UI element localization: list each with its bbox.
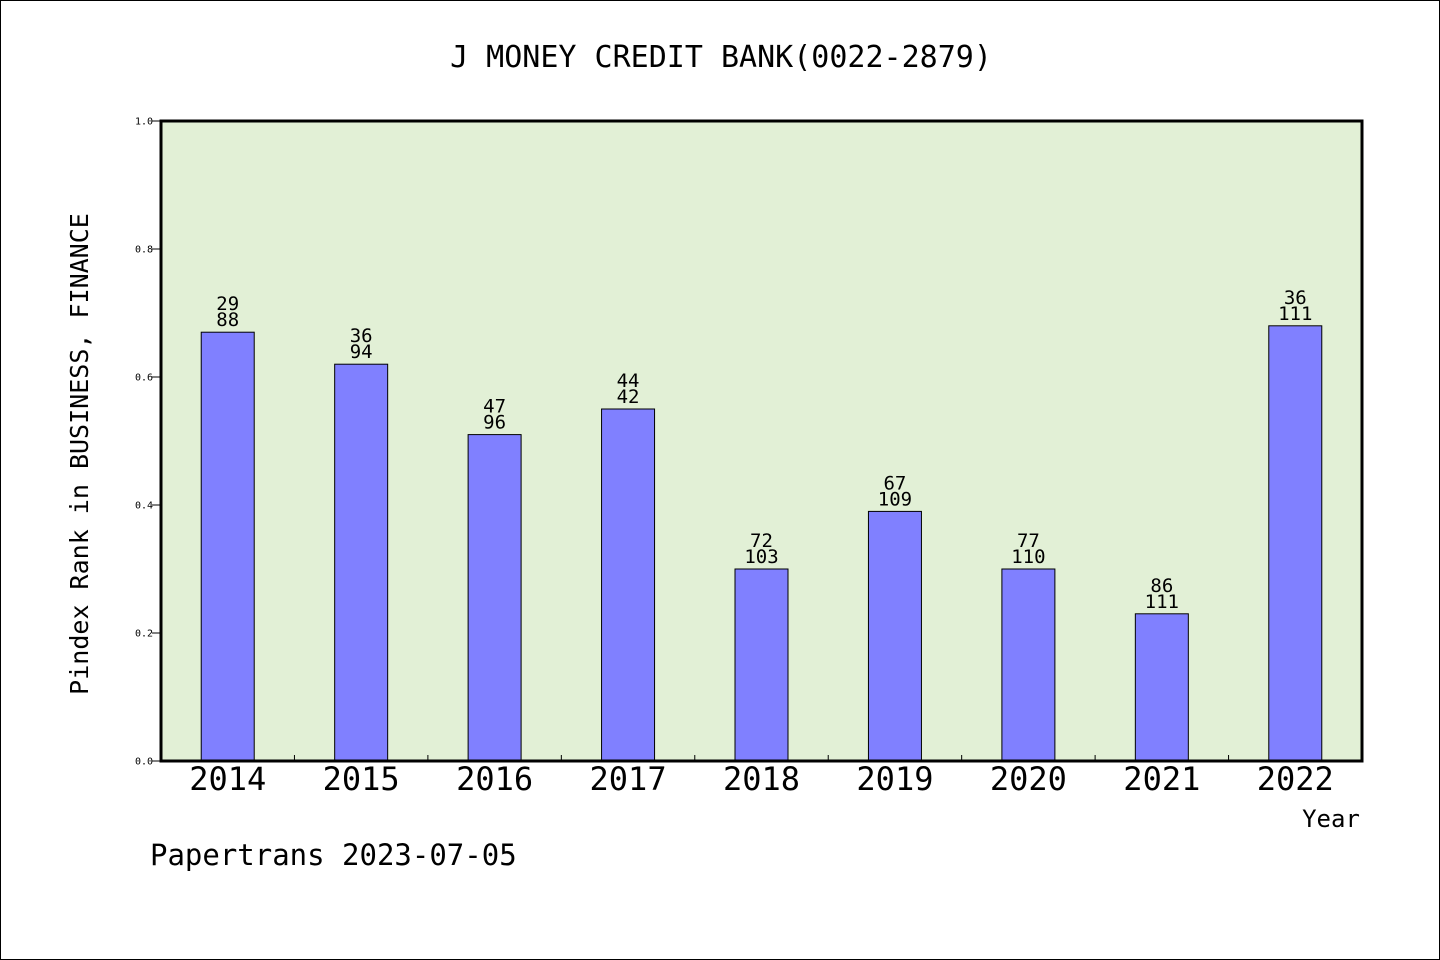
bar-label-bottom: 94 xyxy=(350,341,373,363)
y-tick-label: 0.4 xyxy=(135,501,153,512)
bar-label-bottom: 88 xyxy=(216,309,239,331)
y-tick-label: 0.8 xyxy=(135,245,153,256)
bar xyxy=(1134,613,1189,762)
x-tick-label: 2017 xyxy=(590,760,667,798)
bar xyxy=(200,331,255,762)
bar-label-top: 29 xyxy=(216,293,239,315)
data-labels: 2988369447964442721036710977110861113611… xyxy=(216,287,1312,613)
x-tick-label: 2018 xyxy=(723,760,800,798)
y-tick-label: 0.2 xyxy=(135,629,153,640)
y-tick-label: 1.0 xyxy=(135,117,153,128)
x-tick-label: 2021 xyxy=(1123,760,1200,798)
bar-label-bottom: 96 xyxy=(483,412,506,434)
bar-label-top: 67 xyxy=(883,472,906,494)
bar xyxy=(1268,325,1323,762)
bar xyxy=(334,363,389,762)
bar-label-top: 47 xyxy=(483,396,506,418)
bar xyxy=(601,408,656,762)
x-tick-label: 2014 xyxy=(189,760,266,798)
x-tick-label: 2016 xyxy=(456,760,533,798)
y-tick-label: 0.0 xyxy=(135,757,153,768)
bar-label-top: 77 xyxy=(1017,530,1040,552)
bar-label-bottom: 111 xyxy=(1278,303,1312,325)
chart-title: J MONEY CREDIT BANK(0022-2879) xyxy=(450,40,992,75)
bar xyxy=(467,434,522,762)
x-tick-label: 2020 xyxy=(990,760,1067,798)
bar-label-top: 72 xyxy=(750,530,773,552)
bar-label-bottom: 110 xyxy=(1011,546,1045,568)
bar-label-top: 36 xyxy=(1284,287,1307,309)
bar-label-top: 86 xyxy=(1150,575,1173,597)
x-tick-label: 2022 xyxy=(1257,760,1334,798)
y-axis: 0.0 0.2 0.4 0.6 0.8 1.0 xyxy=(135,117,161,768)
x-axis-label: Year xyxy=(1302,805,1360,833)
y-tick-label: 0.6 xyxy=(135,373,153,384)
bar xyxy=(867,510,922,762)
bar-label-bottom: 103 xyxy=(744,546,778,568)
bar-series xyxy=(200,325,1323,762)
bar xyxy=(1001,568,1056,762)
plot-border xyxy=(159,119,1364,763)
x-tick-label: 2019 xyxy=(856,760,933,798)
x-axis: 2014 2015 2016 2017 2018 2019 2020 2021 2022 xyxy=(189,755,1334,798)
x-tick-label: 2015 xyxy=(323,760,400,798)
bar-label-bottom: 42 xyxy=(617,386,640,408)
footer-text: Papertrans 2023-07-05 xyxy=(150,838,517,872)
bar xyxy=(734,568,789,762)
y-axis-label: Pindex Rank in BUSINESS, FINANCE xyxy=(65,213,94,695)
bar-label-top: 44 xyxy=(617,370,640,392)
bar-label-bottom: 109 xyxy=(878,488,912,510)
bar-label-top: 36 xyxy=(350,325,373,347)
bar-label-bottom: 111 xyxy=(1145,591,1179,613)
